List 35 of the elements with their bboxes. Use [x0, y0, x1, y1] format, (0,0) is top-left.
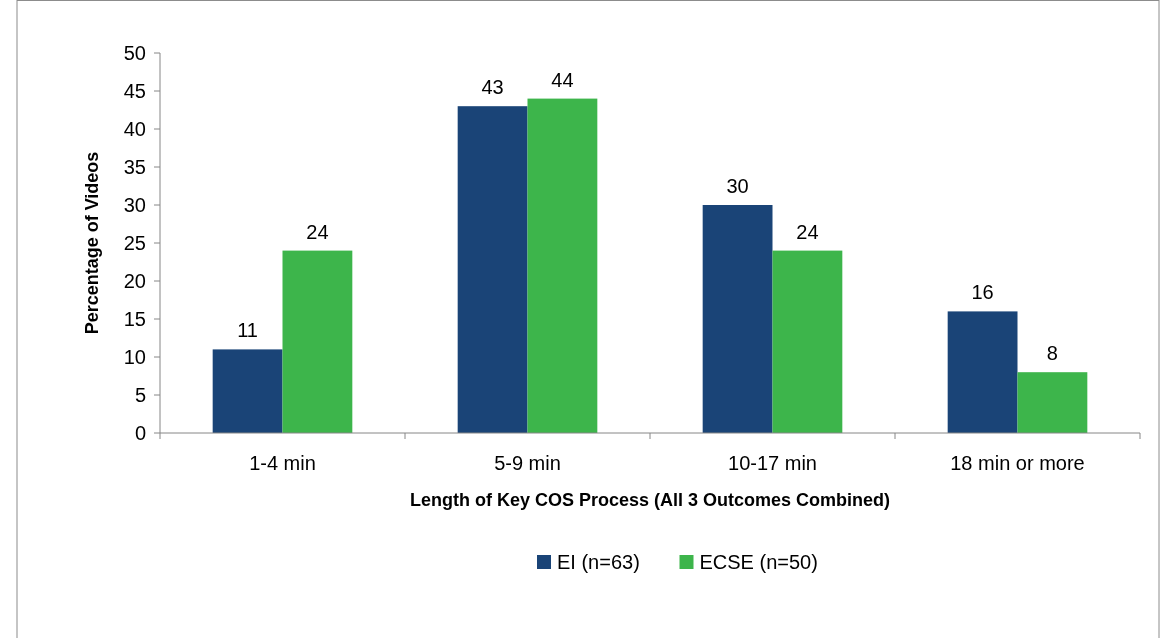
legend-label: EI (n=63)	[557, 551, 640, 573]
y-tick-label: 45	[123, 80, 146, 102]
data-label: 44	[551, 68, 574, 91]
legend-label: ECSE (n=50)	[699, 551, 818, 573]
x-tick-label: 10-17 min	[728, 452, 817, 474]
x-tick-label: 1-4 min	[249, 452, 316, 474]
bar	[212, 349, 283, 433]
x-axis-title: Length of Key COS Process (All 3 Outcomes Combined)	[409, 490, 891, 510]
y-tick-label: 35	[123, 156, 146, 178]
data-label: 24	[306, 220, 329, 243]
data-label: 16	[971, 281, 994, 304]
y-tick-label: 50	[123, 42, 146, 64]
data-label: 11	[237, 319, 258, 342]
y-tick-label: 15	[123, 308, 146, 330]
x-tick-label: 5-9 min	[494, 452, 561, 474]
data-label: 24	[796, 220, 819, 243]
x-tick-label: 18 min or more	[950, 452, 1085, 474]
y-tick-label: 25	[123, 232, 146, 254]
bar	[1017, 372, 1088, 433]
bar	[527, 98, 598, 433]
bar	[702, 205, 773, 433]
y-tick-label: 10	[123, 346, 146, 368]
bar	[947, 311, 1018, 433]
y-tick-label: 40	[123, 118, 146, 140]
y-axis-title: Percentage of Videos	[82, 151, 102, 335]
y-tick-label: 5	[134, 384, 146, 406]
bar	[457, 106, 528, 433]
bar	[282, 250, 353, 433]
y-tick-label: 30	[123, 194, 146, 216]
data-label: 43	[481, 76, 504, 99]
data-label: 30	[726, 175, 749, 197]
bar	[772, 250, 843, 433]
y-tick-label: 20	[123, 270, 146, 292]
y-tick-label: 0	[134, 422, 146, 444]
data-label: 8	[1046, 342, 1058, 365]
